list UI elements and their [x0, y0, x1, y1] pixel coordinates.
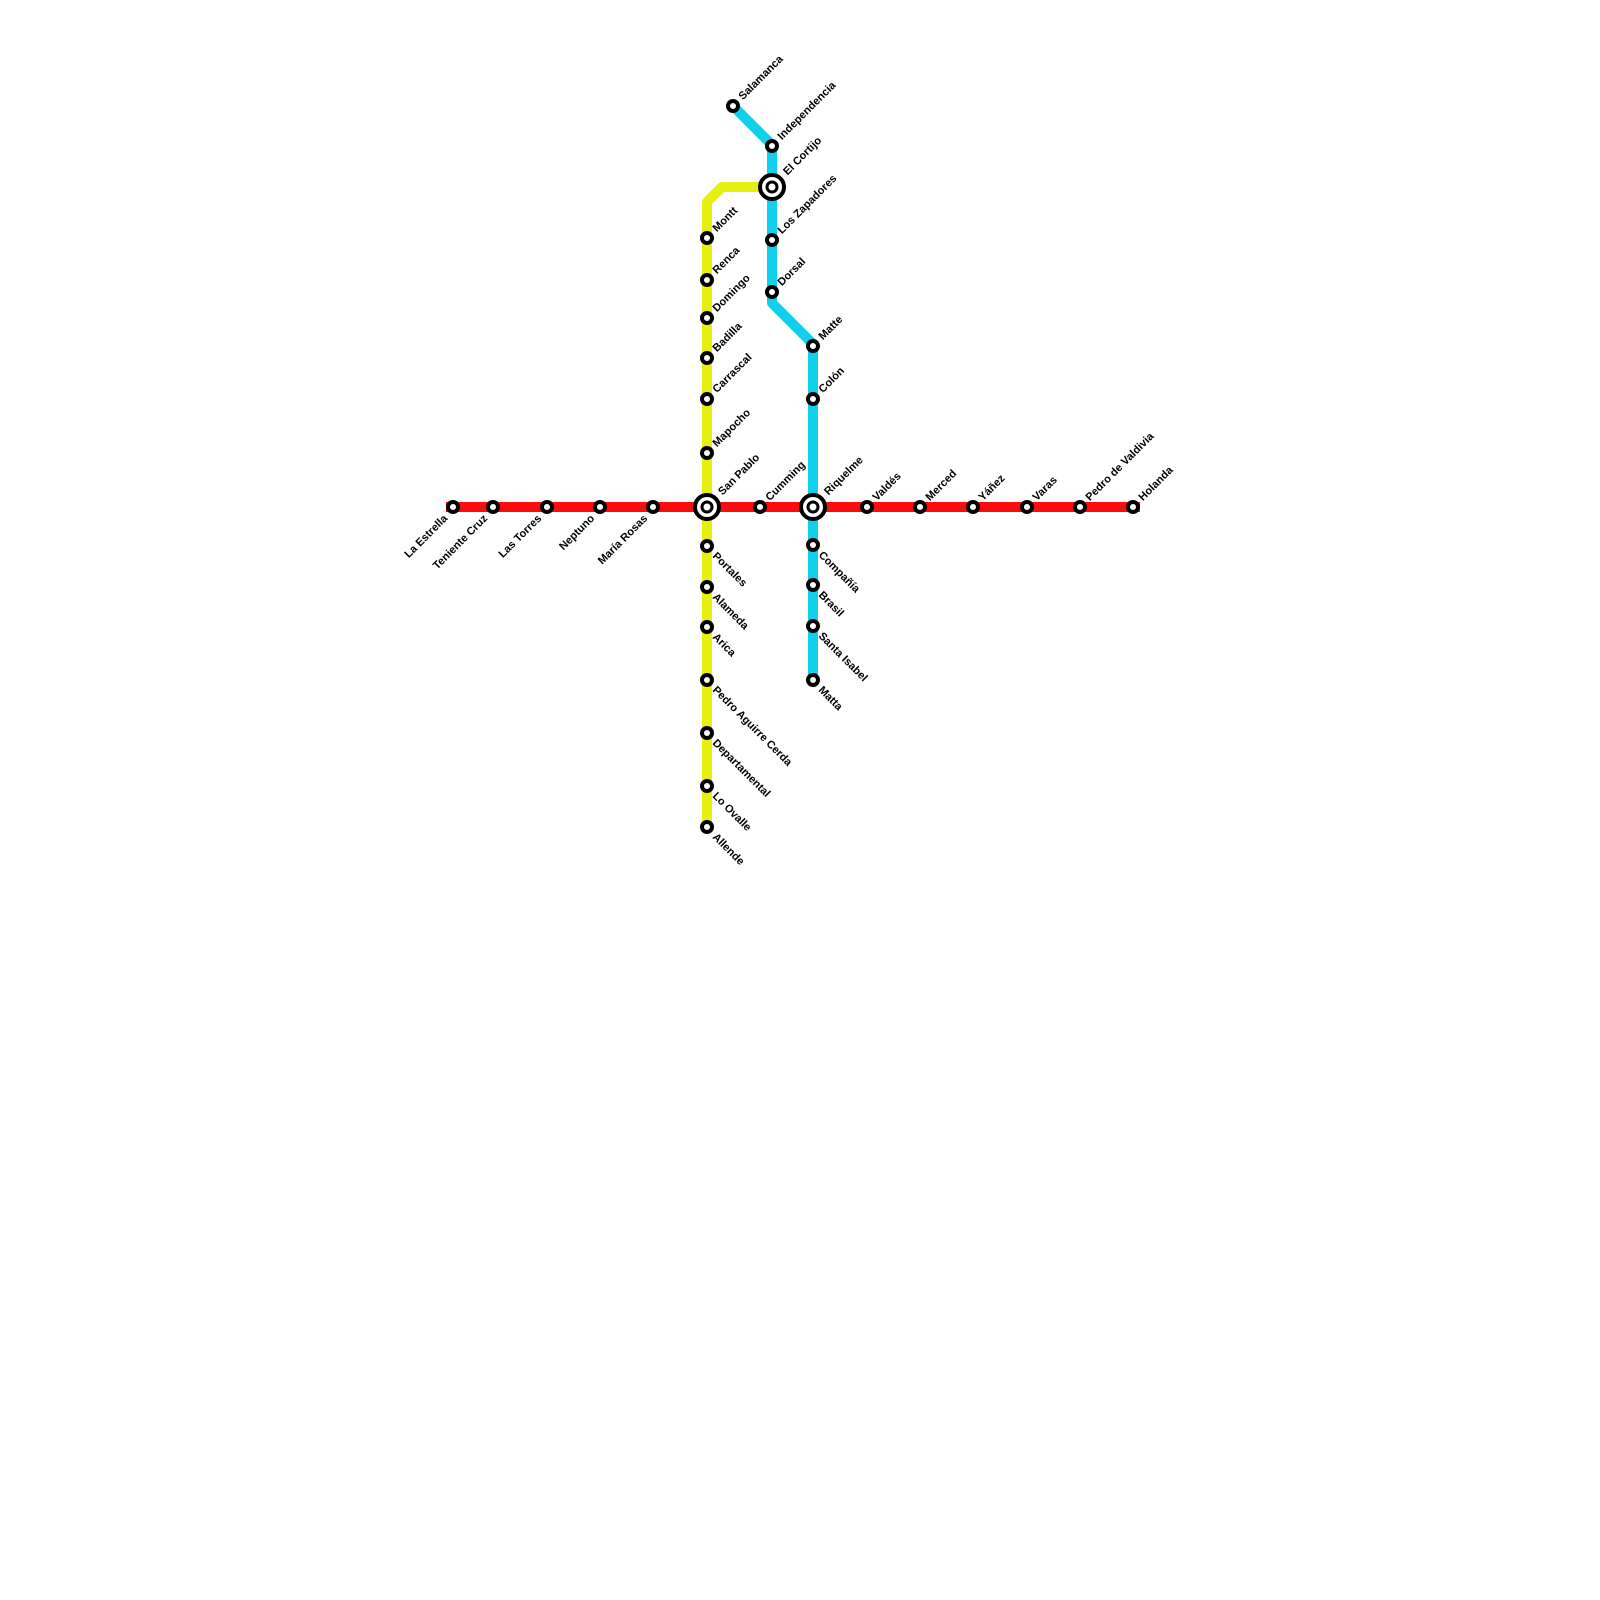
station-label-varas: Varas	[1031, 474, 1060, 503]
station-marker-icon	[700, 539, 714, 553]
station-label-santa-isabel: Santa Isabel	[816, 630, 870, 684]
station-marker-icon	[966, 500, 980, 514]
station-marker-icon	[700, 779, 714, 793]
station-marker-icon	[700, 273, 714, 287]
station-marker-icon	[593, 500, 607, 514]
station-label-yanez: Yáñez	[977, 472, 1008, 503]
station-label-renca: Renca	[711, 244, 743, 276]
station-label-el-cortijo: El Cortijo	[781, 135, 824, 178]
station-label-dorsal: Dorsal	[776, 256, 809, 289]
station-label-holanda: Holanda	[1137, 464, 1177, 504]
station-marker-icon	[1020, 500, 1034, 514]
station-label-salamanca: Salamanca	[737, 53, 787, 103]
station-label-allende: Allende	[710, 831, 747, 868]
station-marker-icon	[700, 820, 714, 834]
station-marker-icon	[1073, 500, 1087, 514]
station-marker-icon	[700, 580, 714, 594]
station-marker-icon	[860, 500, 874, 514]
station-label-carrascal: Carrascal	[711, 352, 755, 396]
station-label-neptuno: Neptuno	[557, 512, 597, 552]
station-marker-icon	[700, 620, 714, 634]
station-label-colon: Colón	[817, 365, 848, 396]
station-pedro-aguirre-cerda: Pedro Aguirre Cerda	[700, 673, 795, 769]
station-marker-icon	[806, 339, 820, 353]
station-independencia: Independencia	[765, 79, 840, 153]
station-marker-icon	[765, 285, 779, 299]
station-holanda: Holanda	[1126, 464, 1177, 514]
station-label-merced: Merced	[924, 468, 960, 504]
station-label-valdes: Valdés	[871, 470, 904, 503]
interchange-marker-inner-ring-icon	[700, 500, 714, 514]
station-marker-icon	[806, 673, 820, 687]
station-marker-icon	[540, 500, 554, 514]
station-matta: Matta	[806, 673, 845, 714]
station-label-maria-rosas: María Rosas	[596, 513, 650, 567]
station-matte: Matte	[806, 314, 846, 353]
station-label-arica: Arica	[710, 631, 739, 660]
station-label-matte: Matte	[817, 314, 846, 343]
station-label-compania: Compañía	[816, 549, 863, 596]
station-marker-icon	[806, 578, 820, 592]
station-label-independencia: Independencia	[776, 79, 840, 143]
station-marker-icon	[446, 500, 460, 514]
station-marker-icon	[700, 673, 714, 687]
station-label-san-pablo: San Pablo	[716, 452, 762, 498]
station-label-las-torres: Las Torres	[496, 513, 544, 561]
station-marker-icon	[700, 311, 714, 325]
station-marker-icon	[646, 500, 660, 514]
station-marker-icon	[700, 726, 714, 740]
station-marker-icon	[806, 619, 820, 633]
station-marker-icon	[765, 139, 779, 153]
station-label-domingo: Domingo	[711, 272, 753, 314]
station-label-lo-ovalle: Lo Ovalle	[710, 790, 754, 834]
station-label-alameda: Alameda	[710, 591, 752, 633]
station-marker-icon	[700, 446, 714, 460]
station-marker-icon	[806, 538, 820, 552]
station-label-brasil: Brasil	[816, 589, 846, 619]
station-marker-icon	[486, 500, 500, 514]
station-label-portales: Portales	[710, 550, 749, 589]
station-label-matta: Matta	[816, 684, 845, 713]
station-marker-icon	[700, 231, 714, 245]
station-marker-icon	[726, 99, 740, 113]
station-marker-icon	[1126, 500, 1140, 514]
station-label-montt: Montt	[711, 205, 741, 235]
line-cyan	[729, 102, 818, 680]
station-label-cumming: Cumming	[764, 459, 808, 503]
station-label-mapocho: Mapocho	[711, 407, 754, 450]
station-marker-icon	[806, 392, 820, 406]
interchange-marker-inner-ring-icon	[765, 180, 779, 194]
station-marker-icon	[753, 500, 767, 514]
station-marker-icon	[765, 233, 779, 247]
station-marker-icon	[700, 351, 714, 365]
station-allende: Allende	[700, 820, 747, 868]
station-marker-icon	[700, 392, 714, 406]
station-label-badilla: Badilla	[711, 320, 746, 355]
station-salamanca: Salamanca	[726, 53, 787, 113]
station-marker-icon	[913, 500, 927, 514]
interchange-marker-inner-ring-icon	[806, 500, 820, 514]
station-label-riquelme: Riquelme	[822, 454, 865, 497]
